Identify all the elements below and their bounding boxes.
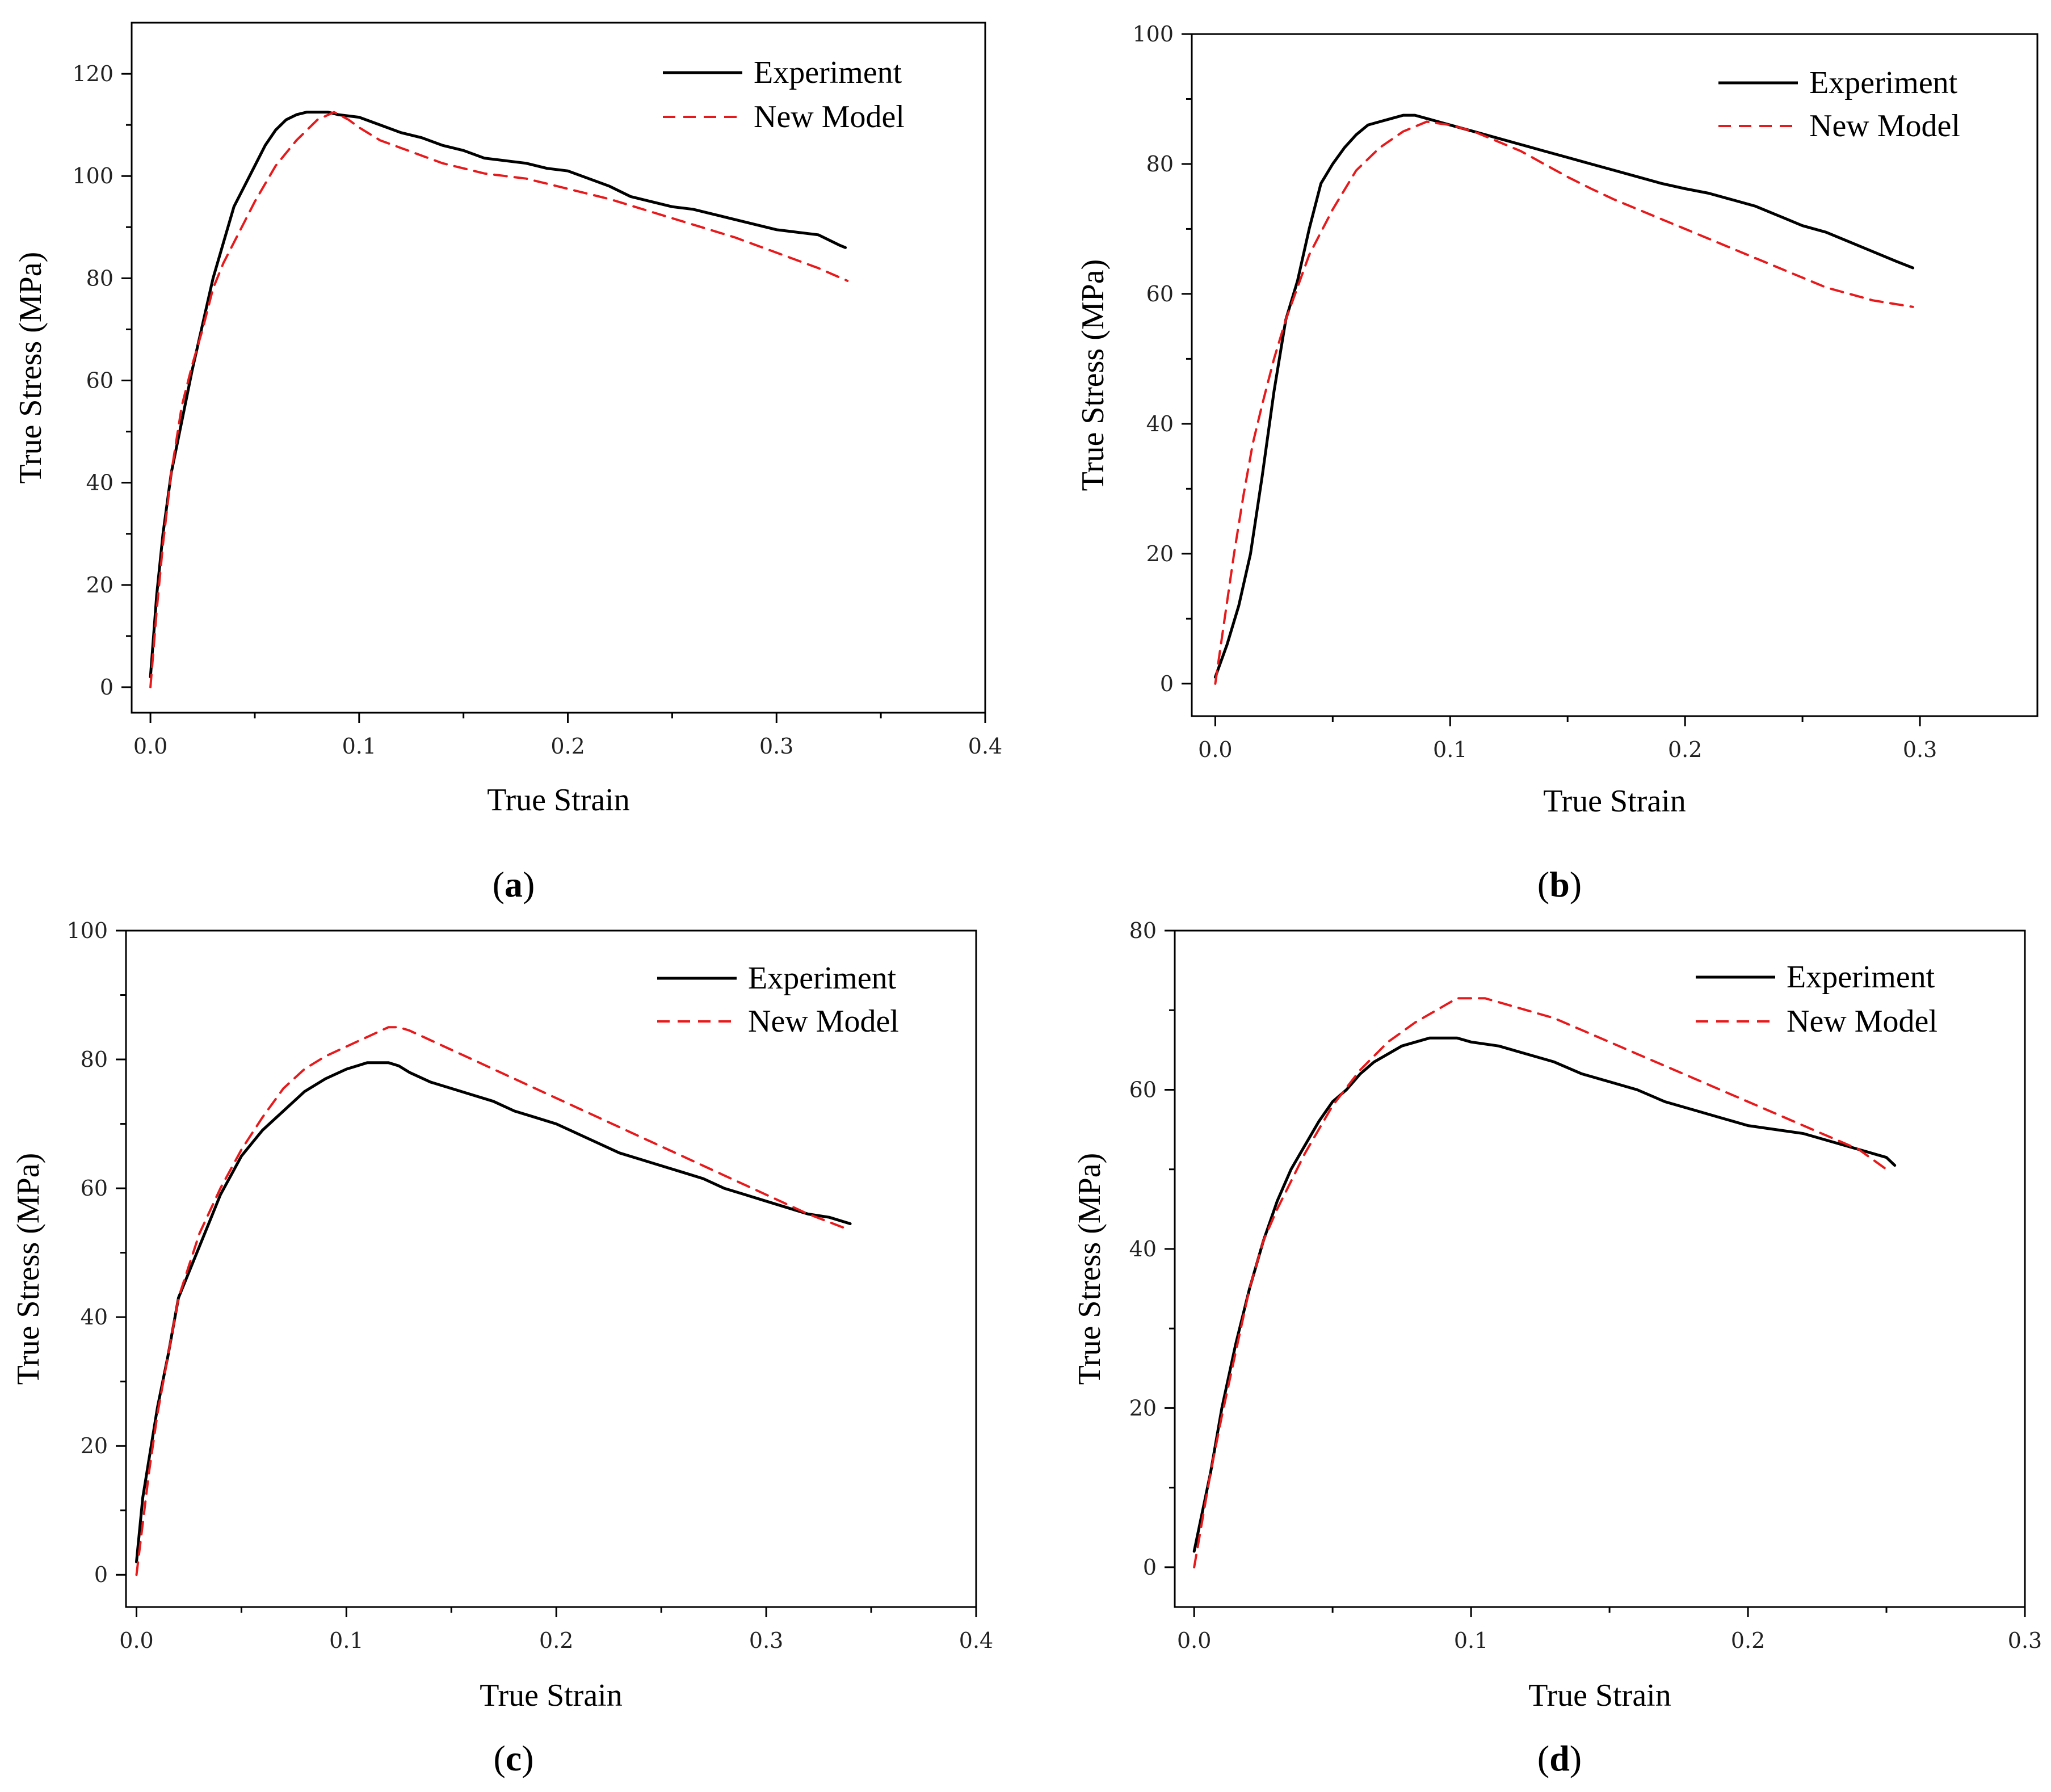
- legend-label-experiment: Experiment: [754, 55, 902, 90]
- x-tick-label-a: 0.4: [968, 734, 1002, 759]
- x-tick-label-b: 0.1: [1433, 737, 1467, 762]
- panel-label-d: (d): [1537, 1738, 1582, 1778]
- y-axis-title-d: True Stress (MPa): [1072, 1153, 1107, 1385]
- legend-label-model: New Model: [1809, 108, 1960, 144]
- plot-frame-a: [131, 22, 986, 714]
- model-series-line-c: [135, 1026, 852, 1576]
- y-tick-label-d: 60: [1129, 1077, 1157, 1102]
- y-tick-label-c: 40: [81, 1305, 108, 1330]
- panel-c: 0.0 0.1 0.2 0.3 0.4 0 20 40 60 80 100 True Strain Tr…: [11, 918, 993, 1778]
- x-tick-label-c: 0.4: [959, 1628, 993, 1653]
- x-axis-title-c: True Strain: [480, 1678, 623, 1713]
- y-tick-label-a: 40: [86, 470, 114, 495]
- x-tick-label-c: 0.1: [329, 1628, 363, 1653]
- y-tick-label-a: 120: [72, 61, 114, 86]
- y-tick-label-c: 80: [81, 1047, 108, 1072]
- x-tick-label-d: 0.2: [1731, 1628, 1765, 1653]
- y-tick-label-a: 20: [86, 573, 114, 598]
- y-tick-label-b: 0: [1160, 671, 1174, 696]
- model-series-line-d: [1193, 997, 1888, 1568]
- y-tick-label-c: 60: [81, 1176, 108, 1201]
- y-tick-label-c: 0: [94, 1562, 108, 1587]
- x-axis-title-d: True Strain: [1528, 1678, 1671, 1713]
- model-series-line-b: [1214, 120, 1914, 685]
- legend-d: Experiment New Model: [1696, 960, 1937, 1039]
- x-tick-label-b: 0.3: [1903, 737, 1937, 762]
- x-tick-label-b: 0.0: [1198, 737, 1232, 762]
- panel-b: 0.0 0.1 0.2 0.3 0 20 40 60 80 100 True Strain True …: [1075, 22, 2039, 905]
- legend-label-model: New Model: [748, 1004, 899, 1039]
- legend-label-model: New Model: [754, 99, 905, 134]
- y-axis-title-c: True Stress (MPa): [11, 1153, 46, 1385]
- y-tick-label-c: 100: [66, 918, 108, 943]
- panel-label-b: (b): [1537, 864, 1582, 905]
- y-tick-label-a: 0: [100, 675, 114, 700]
- y-tick-label-d: 20: [1129, 1395, 1157, 1420]
- experiment-series-line-a: [149, 111, 847, 679]
- legend-c: Experiment New Model: [657, 961, 899, 1039]
- y-axis-title-a: True Stress (MPa): [13, 252, 48, 484]
- y-tick-label-b: 60: [1146, 281, 1174, 306]
- panel-label-a: (a): [493, 864, 535, 905]
- x-tick-label-c: 0.0: [119, 1628, 153, 1653]
- x-tick-label-a: 0.3: [759, 734, 793, 759]
- x-tick-label-d: 0.3: [2008, 1628, 2042, 1653]
- panel-a: 0.0 0.1 0.2 0.3 0.4 0 20 40 60 80 100 120 True Strai…: [13, 22, 1002, 905]
- experiment-series-line-d: [1192, 1036, 1897, 1553]
- y-axis-title-b: True Stress (MPa): [1075, 259, 1111, 491]
- y-tick-label-c: 20: [81, 1433, 108, 1458]
- y-tick-label-a: 100: [72, 163, 114, 188]
- x-axis-title-a: True Strain: [487, 783, 630, 818]
- plot-frame-b: [1191, 33, 2039, 717]
- y-tick-label-b: 40: [1146, 411, 1174, 436]
- panel-label-c: (c): [493, 1738, 533, 1778]
- x-tick-label-c: 0.3: [749, 1628, 783, 1653]
- y-tick-label-d: 80: [1129, 918, 1157, 943]
- y-tick-label-a: 60: [86, 368, 114, 393]
- x-tick-label-d: 0.1: [1454, 1628, 1488, 1653]
- x-tick-label-d: 0.0: [1177, 1628, 1211, 1653]
- x-tick-label-b: 0.2: [1668, 737, 1702, 762]
- x-tick-label-a: 0.1: [342, 734, 376, 759]
- y-tick-label-d: 0: [1143, 1555, 1157, 1580]
- y-tick-label-b: 80: [1146, 152, 1174, 176]
- x-axis-title-b: True Strain: [1543, 784, 1686, 819]
- legend-label-experiment: Experiment: [748, 961, 897, 996]
- plot-frame-d: [1174, 929, 2026, 1608]
- y-tick-label-a: 80: [86, 266, 114, 291]
- legend-label-experiment: Experiment: [1809, 65, 1958, 100]
- y-tick-label-b: 20: [1146, 541, 1174, 566]
- legend-b: Experiment New Model: [1718, 65, 1960, 144]
- plot-frame-c: [125, 929, 977, 1608]
- x-tick-label-c: 0.2: [539, 1628, 573, 1653]
- y-tick-label-b: 100: [1132, 22, 1174, 47]
- model-series-line-a: [149, 111, 849, 688]
- x-tick-label-a: 0.2: [550, 734, 585, 759]
- x-tick-label-a: 0.0: [133, 734, 167, 759]
- panel-d: 0.0 0.1 0.2 0.3 0 20 40 60 80 True Strain True Str…: [1072, 918, 2042, 1778]
- legend-a: Experiment New Model: [663, 55, 905, 134]
- legend-label-model: New Model: [1787, 1004, 1937, 1039]
- y-tick-label-d: 40: [1129, 1236, 1157, 1261]
- legend-label-experiment: Experiment: [1787, 960, 1935, 995]
- experiment-series-line-c: [135, 1061, 852, 1563]
